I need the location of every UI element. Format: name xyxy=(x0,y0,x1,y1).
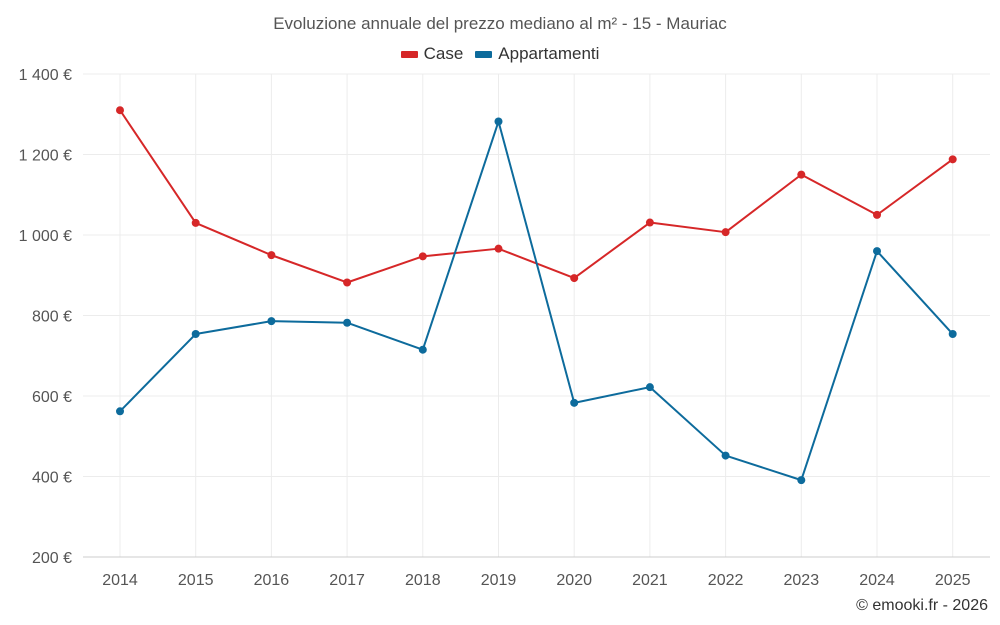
data-point-appartamenti xyxy=(494,117,503,126)
x-tick-label: 2017 xyxy=(329,572,365,589)
legend-label-appartamenti: Appartamenti xyxy=(498,44,600,63)
legend-swatch-case xyxy=(400,50,418,58)
data-point-case xyxy=(343,278,352,287)
data-point-appartamenti xyxy=(797,476,806,485)
data-point-case xyxy=(948,155,957,164)
y-tick-label: 400 € xyxy=(32,470,72,487)
legend: Case Appartamenti xyxy=(0,44,1000,64)
y-tick-label: 1 400 € xyxy=(19,67,72,84)
x-tick-label: 2016 xyxy=(254,572,290,589)
y-tick-label: 1 000 € xyxy=(19,228,72,245)
data-point-case xyxy=(797,170,806,179)
x-tick-label: 2021 xyxy=(632,572,668,589)
data-point-appartamenti xyxy=(191,330,200,339)
data-point-appartamenti xyxy=(645,383,654,392)
data-point-case xyxy=(873,210,881,219)
data-point-appartamenti xyxy=(948,330,957,339)
data-point-case xyxy=(570,274,579,283)
x-tick-label: 2019 xyxy=(481,572,517,589)
data-point-appartamenti xyxy=(418,345,427,354)
data-point-appartamenti xyxy=(721,451,730,460)
x-tick-label: 2022 xyxy=(708,572,744,589)
credit-text: © emooki.fr - 2026 xyxy=(856,597,988,614)
x-tick-label: 2018 xyxy=(405,572,441,589)
data-point-appartamenti xyxy=(343,318,352,327)
chart-title: Evoluzione annuale del prezzo mediano al… xyxy=(273,14,727,33)
x-tick-label: 2024 xyxy=(859,572,895,589)
series-line-case xyxy=(119,109,954,284)
legend-item-appartamenti[interactable]: Appartamenti xyxy=(475,44,599,64)
legend-label-case: Case xyxy=(423,44,464,63)
data-point-appartamenti xyxy=(873,247,881,256)
y-tick-label: 1 200 € xyxy=(19,148,72,165)
x-tick-label: 2023 xyxy=(784,572,820,589)
series-line-appartamenti xyxy=(119,120,954,482)
legend-item-case[interactable]: Case xyxy=(400,44,464,64)
data-point-appartamenti xyxy=(116,407,124,416)
y-tick-label: 200 € xyxy=(32,550,72,567)
data-point-case xyxy=(645,218,654,227)
x-tick-label: 2025 xyxy=(935,572,971,589)
data-point-appartamenti xyxy=(267,317,276,326)
data-point-case xyxy=(116,106,124,115)
y-tick-label: 800 € xyxy=(32,309,72,326)
data-point-case xyxy=(721,228,730,237)
x-tick-label: 2014 xyxy=(102,572,138,589)
x-tick-label: 2020 xyxy=(556,572,592,589)
y-tick-label: 600 € xyxy=(32,389,72,406)
x-tick-label: 2015 xyxy=(178,572,214,589)
data-point-case xyxy=(267,251,276,260)
data-point-case xyxy=(191,218,200,227)
data-point-appartamenti xyxy=(570,398,579,407)
data-point-case xyxy=(418,252,427,261)
data-point-case xyxy=(494,244,503,253)
legend-swatch-appartamenti xyxy=(475,50,493,58)
